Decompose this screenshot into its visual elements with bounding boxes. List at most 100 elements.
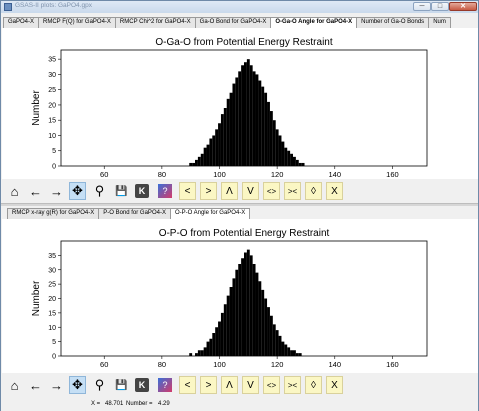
tab-num-truncated[interactable]: Num <box>428 17 451 28</box>
y-tick-label: 25 <box>48 282 56 289</box>
status-number-value: 4.29 <box>158 401 170 407</box>
tab-o-ga-o-angle[interactable]: O-Ga-O Angle for GaPO4-X <box>270 17 358 28</box>
forward-arrow-icon[interactable]: → <box>50 183 63 199</box>
shift-right-icon[interactable]: > <box>200 376 217 394</box>
histogram-bar <box>255 74 259 166</box>
shift-up-icon[interactable]: Λ <box>221 182 238 200</box>
upper-chart[interactable]: O-Ga-O from Potential Energy Restraint 0 5… <box>2 28 478 179</box>
histogram-bar <box>258 281 262 356</box>
histogram-bar <box>215 327 219 356</box>
histogram-bar <box>206 144 210 166</box>
upper-toolbar: ⌂ ← → ✥ ⚲ 💾 K ? < > Λ V <> >< ◊ X <box>2 179 478 203</box>
app-icon <box>4 3 12 11</box>
tab-rmcp-fq[interactable]: RMCP F(Q) for GaPO4-X <box>38 17 116 28</box>
back-arrow-icon[interactable]: ← <box>29 377 42 393</box>
zoom-icon[interactable]: ⚲ <box>94 377 105 392</box>
status-bar: X = 48.701 Number = 4.29 <box>1 399 478 411</box>
tab-rmcp-chi2[interactable]: RMCP Chi^2 for GaPO4-X <box>114 17 196 28</box>
expand-x-icon[interactable]: <> <box>263 182 280 200</box>
x-tick-label: 120 <box>271 170 284 179</box>
tab-p-o-bond[interactable]: P-O Bond for GaPO4-X <box>98 208 171 219</box>
help-icon[interactable]: ? <box>158 184 172 198</box>
expand-y-icon[interactable]: ◊ <box>305 376 322 394</box>
histogram-bar <box>220 114 224 166</box>
y-tick-label: 0 <box>52 354 56 361</box>
shrink-x-icon[interactable]: >< <box>284 182 301 200</box>
pan-icon[interactable]: ✥ <box>69 376 86 394</box>
histogram-bar <box>235 77 239 166</box>
histogram-bar <box>278 135 282 166</box>
histogram-bar <box>223 108 227 166</box>
shift-down-icon[interactable]: V <box>242 182 259 200</box>
histogram-bar <box>249 255 253 356</box>
expand-y-icon[interactable]: ◊ <box>305 182 322 200</box>
histogram-bar <box>226 98 230 166</box>
shrink-y-icon[interactable]: X <box>326 376 343 394</box>
histogram-bar <box>244 252 247 356</box>
histogram-bar <box>278 335 282 356</box>
home-icon[interactable]: ⌂ <box>10 183 19 199</box>
back-arrow-icon[interactable]: ← <box>29 183 42 199</box>
lower-tab-bar: RMCP x-ray g(R) for GaPO4-X P-O Bond for… <box>7 208 251 219</box>
histogram-bar <box>220 312 224 356</box>
save-icon[interactable]: 💾 <box>115 379 128 391</box>
histogram-bar <box>252 264 256 356</box>
histogram-bar <box>232 278 236 356</box>
histogram-bar <box>200 350 204 356</box>
histogram-bar <box>223 304 227 356</box>
histogram-bar <box>189 162 193 166</box>
x-tick-label: 120 <box>271 360 284 369</box>
histogram-bar <box>197 350 201 356</box>
k-icon[interactable]: K <box>135 184 149 198</box>
x-tick-label: 100 <box>213 360 226 369</box>
home-icon[interactable]: ⌂ <box>10 377 19 393</box>
shift-down-icon[interactable]: V <box>242 376 259 394</box>
close-button[interactable]: ✕ <box>449 2 477 11</box>
x-tick-label: 140 <box>329 360 342 369</box>
y-tick-label: 0 <box>52 164 56 171</box>
lower-chart[interactable]: O-P-O from Potential Energy Restraint 0 5 1… <box>2 219 478 373</box>
save-icon[interactable]: 💾 <box>115 185 128 197</box>
tab-number-ga-o-bonds[interactable]: Number of Ga-O Bonds <box>356 17 430 28</box>
y-tick-label: 10 <box>48 133 56 140</box>
y-tick-label: 20 <box>48 296 56 303</box>
y-tick-label: 5 <box>52 339 56 346</box>
y-tick-label: 20 <box>48 102 56 109</box>
maximize-button[interactable]: □ <box>431 2 449 11</box>
shift-right-icon[interactable]: > <box>200 182 217 200</box>
y-tick-label: 15 <box>48 310 56 317</box>
zoom-icon[interactable]: ⚲ <box>94 183 105 198</box>
shift-left-icon[interactable]: < <box>179 182 196 200</box>
expand-x-icon[interactable]: <> <box>263 376 280 394</box>
status-number-label: Number = <box>126 401 153 407</box>
histogram-bar <box>241 258 244 356</box>
histogram-bar <box>272 324 276 356</box>
forward-arrow-icon[interactable]: → <box>50 377 63 393</box>
k-icon[interactable]: K <box>135 378 149 392</box>
shrink-x-icon[interactable]: >< <box>284 376 301 394</box>
histogram-bar <box>287 347 291 356</box>
minimize-button[interactable]: ─ <box>413 2 431 11</box>
shrink-y-icon[interactable]: X <box>326 182 343 200</box>
pan-icon[interactable]: ✥ <box>69 182 86 200</box>
shift-up-icon[interactable]: Λ <box>221 376 238 394</box>
histogram-bar <box>295 159 299 166</box>
histogram-bar <box>197 156 201 166</box>
histogram-bar <box>195 159 198 166</box>
histogram-bar <box>203 147 207 166</box>
tab-ga-o-bond[interactable]: Ga-O Bond for GaPO4-X <box>194 17 272 28</box>
histogram-bar <box>200 153 204 166</box>
shift-left-icon[interactable]: < <box>179 376 196 394</box>
tab-gapo4-x[interactable]: GaPO4-X <box>3 17 40 28</box>
tab-o-p-o-angle[interactable]: O-P-O Angle for GaPO4-X <box>169 208 251 219</box>
histogram-bar <box>267 307 270 356</box>
pane-splitter[interactable] <box>1 203 478 206</box>
histogram-bar <box>272 120 276 166</box>
help-icon[interactable]: ? <box>158 378 172 392</box>
histogram-bar <box>292 156 296 166</box>
histogram-bar <box>212 333 216 356</box>
histogram-bar <box>281 141 285 166</box>
histogram-bar <box>195 353 198 356</box>
tab-rmcp-xray-gr[interactable]: RMCP x-ray g(R) for GaPO4-X <box>7 208 100 219</box>
